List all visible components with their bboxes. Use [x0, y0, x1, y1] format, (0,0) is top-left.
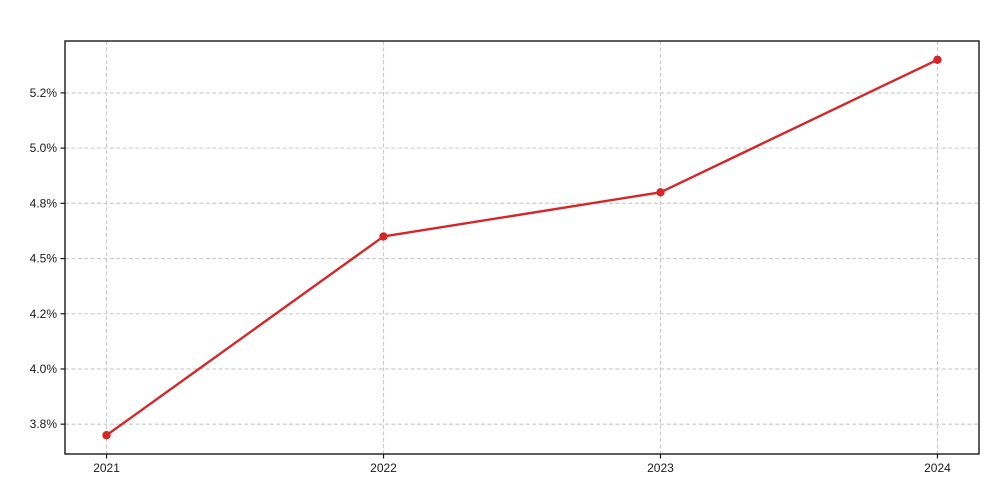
y-tick-label: 4.0% [30, 362, 58, 376]
y-tick-label: 3.8% [30, 417, 58, 431]
data-point [379, 232, 388, 241]
y-tick-label: 4.2% [30, 307, 58, 321]
y-tick-label: 4.5% [30, 252, 58, 266]
y-tick-label: 5.2% [30, 86, 58, 100]
x-tick-label: 2023 [647, 461, 674, 475]
data-point [933, 55, 942, 64]
plot-border [64, 40, 980, 455]
x-tick-label: 2024 [924, 461, 951, 475]
y-tick-label: 4.8% [30, 196, 58, 210]
x-tick-label: 2021 [93, 461, 120, 475]
x-tick-label: 2022 [370, 461, 397, 475]
data-point [102, 431, 111, 440]
y-tick-label: 5.0% [30, 141, 58, 155]
plot-background [65, 41, 979, 454]
data-point [656, 188, 665, 197]
trend-line [105, 58, 939, 437]
